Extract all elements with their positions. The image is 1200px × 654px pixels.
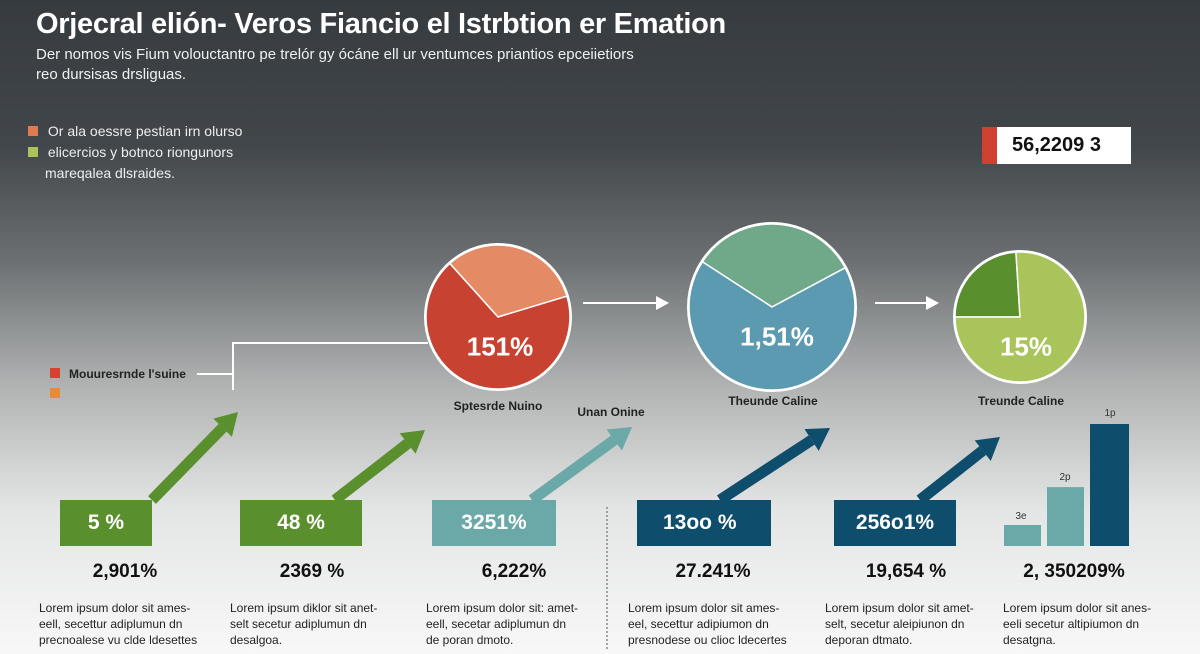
desc-line: eell, secetar adiplumun dn [426, 617, 567, 631]
trend-arrow-shaft [528, 435, 618, 505]
desc-line: desalgoa. [230, 633, 283, 647]
trend-arrow-shaft [148, 423, 227, 504]
desc-line: Lorem ipsum dolor sit amet- [825, 601, 974, 615]
bar-label: 1p [1104, 408, 1116, 419]
metric-box-5: 256o1% [834, 500, 956, 546]
pie-label-1: Sptesrde Nuino [453, 399, 543, 413]
pie-value-3: 15% [999, 331, 1053, 362]
pie-value-2: 1,51% [740, 321, 814, 352]
legend-label: Or ala oessre pestian irn olurso [47, 123, 243, 139]
legend-item: elicercios y botnco riongunors [28, 144, 233, 160]
bar-2p [1047, 487, 1084, 546]
subtitle-line-2: reo dursisas drsliguas. [36, 66, 187, 83]
pie-3-slice-2 [954, 251, 1086, 383]
subtitle-line-1: Der nomos vis Fium volouctantro pe treló… [36, 46, 634, 63]
connector-label: Mouuresrnde l'suine [69, 367, 186, 381]
trend-arrow-shaft [916, 446, 987, 505]
desc-line: precnoalese vu clde ldesettes [39, 633, 198, 647]
metric-box-4: 13oo % [637, 500, 771, 546]
trend-arrow-up-icon [213, 412, 238, 437]
pie-3-slice-1 [954, 251, 1021, 318]
legend-swatch-orange [28, 126, 38, 136]
pie-1-slice-2 [425, 262, 571, 390]
trend-arrow-up-icon [804, 428, 830, 451]
connector-swatch-orange [50, 388, 60, 398]
metric-value-1: 2,901% [92, 561, 158, 582]
kpi-card: 56,2209 3 [982, 127, 1131, 164]
pie-value-1: 151% [466, 331, 534, 362]
connector-swatch-red [50, 368, 60, 378]
pie-1-slice-1 [448, 244, 568, 318]
bar-label: 2p [1059, 472, 1071, 483]
desc-line: eel, secettur adipiumon dn [628, 617, 769, 631]
desc-line: selt secetur adiplumun dn [230, 617, 367, 631]
metric-box-1: 5 % [60, 500, 152, 546]
desc-line: selt, secetur aleipiunon dn [825, 617, 965, 631]
pie-label-3: Treunde Caline [977, 394, 1065, 408]
desc-line: Lorem ipsum dolor sit: amet- [426, 601, 579, 615]
pie-2-slice-2 [688, 260, 856, 391]
trend-arrow-up-icon [606, 427, 632, 451]
desc-line: deporan dtmato. [825, 633, 913, 647]
legend-item: Or ala oessre pestian irn olurso [28, 123, 242, 139]
bar-label: 3e [1015, 511, 1027, 522]
connector-line [197, 342, 428, 390]
desc-line: eeli secetur altipiumon dn [1003, 617, 1140, 631]
flow-arrow-head-icon [926, 296, 939, 310]
metric-value-6: 2, 350209% [1023, 561, 1125, 582]
metric-description-1: Lorem ipsum dolor sit ames-eell, secettu… [39, 600, 219, 648]
metric-description-3: Lorem ipsum dolor sit: amet-eell, seceta… [426, 600, 606, 648]
page-title: Orjecral elión- Veros Fiancio el Istrbti… [36, 8, 726, 40]
desc-line: desatgna. [1003, 633, 1056, 647]
metric-box-2: 48 % [240, 500, 362, 546]
legend-continuation: mareqalea dlsraides. [45, 165, 175, 181]
metric-value-4: 27.241% [675, 561, 751, 582]
metric-value-2: 2369 % [279, 561, 345, 582]
desc-line: de poran dmoto. [426, 633, 514, 647]
kpi-value: 56,2209 3 [1012, 134, 1101, 156]
flow-arrow-head-icon [656, 296, 669, 310]
metric-description-2: Lorem ipsum diklor sit anet-selt secetur… [230, 600, 410, 648]
desc-line: Lorem ipsum diklor sit anet- [230, 601, 378, 615]
desc-line: Lorem ipsum dolor sit ames- [39, 601, 191, 615]
trend-arrow-shaft [716, 435, 815, 505]
bar-3e [1004, 524, 1041, 546]
extra-label: Unan Onine [577, 405, 645, 419]
legend-swatch-green [28, 147, 38, 157]
metric-box-3: 3251% [432, 500, 556, 546]
desc-line: eell, secettur adiplumun dn [39, 617, 183, 631]
legend-label: elicercios y botnco riongunors [47, 144, 234, 160]
desc-line: presnodese ou clioc ldecertes [628, 633, 787, 647]
kpi-accent [982, 127, 997, 164]
trend-arrow-up-icon [974, 437, 1000, 461]
metric-description-6: Lorem ipsum dolor sit anes-eeli secetur … [1003, 600, 1183, 648]
desc-line: Lorem ipsum dolor sit ames- [628, 601, 780, 615]
bar-1p [1090, 424, 1129, 546]
trend-arrow-up-icon [399, 430, 425, 454]
trend-arrow-shaft [331, 439, 412, 505]
metric-description-5: Lorem ipsum dolor sit amet-selt, secetur… [825, 600, 1005, 648]
pie-label-2: Theunde Caline [728, 394, 818, 408]
metric-description-4: Lorem ipsum dolor sit ames-eel, secettur… [628, 600, 808, 648]
metric-value-3: 6,222% [481, 561, 547, 582]
desc-line: Lorem ipsum dolor sit anes- [1003, 601, 1152, 615]
metric-value-5: 19,654 % [865, 561, 947, 582]
